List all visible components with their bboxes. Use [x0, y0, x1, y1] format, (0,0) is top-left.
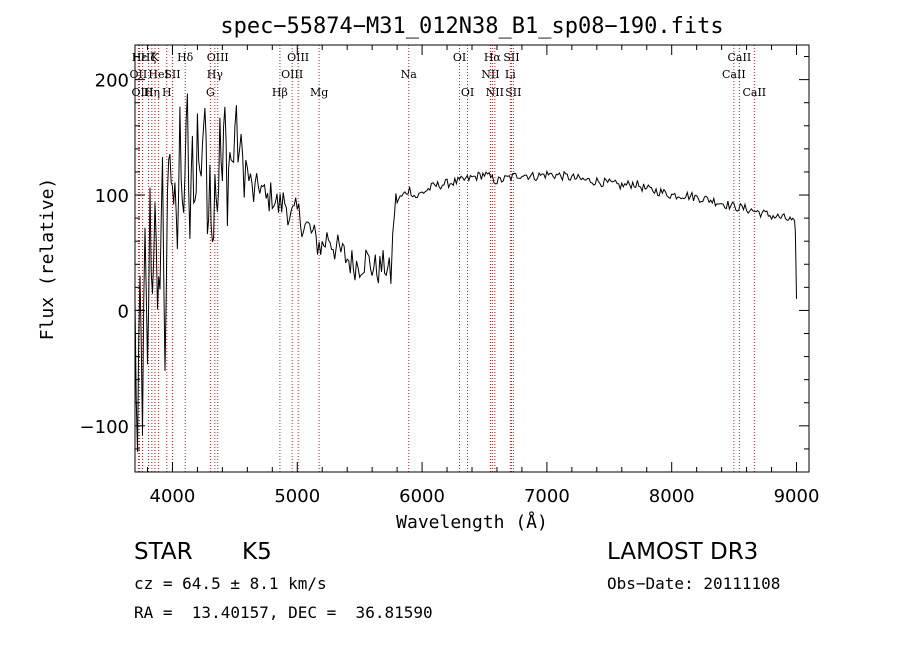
- spectral-line-label: HeI: [148, 68, 168, 81]
- spectral-line-label: OI: [453, 51, 466, 64]
- spectral-line-label: Hδ: [177, 51, 194, 64]
- y-axis-label: Flux (relative): [37, 178, 58, 341]
- spectral-line-label: CaII: [728, 51, 752, 64]
- spectral-line-label: OII: [130, 68, 148, 81]
- spectral-line-label: Hγ: [207, 68, 224, 81]
- spectral-line-label: SII: [505, 86, 521, 99]
- chart-title: spec−55874−M31_012N38_B1_sp08−190.fits: [220, 14, 723, 39]
- spectral-line-label: NII: [481, 68, 499, 81]
- spectral-line-label: H: [162, 86, 172, 99]
- spectral-line-label: NII: [486, 86, 504, 99]
- spectral-line-label: CaII: [722, 68, 746, 81]
- spectral-line-label: G: [206, 86, 215, 99]
- spectral-line-label: Hε: [132, 51, 148, 64]
- x-tick-label: 6000: [399, 486, 445, 507]
- spectral-line-label: SII: [503, 51, 519, 64]
- spectral-line-label: Hα: [484, 51, 502, 64]
- spectral-line-labels: Hε OII OIII Hζ Hη K HeI H SII Hδ OIII Hγ G Hβ OIII OIII…: [130, 51, 767, 99]
- spectral-line-label: Hη: [144, 86, 160, 99]
- y-tick-label: 0: [118, 301, 129, 322]
- y-tick-label: −100: [80, 417, 129, 438]
- spectral-line-label: OIII: [287, 51, 309, 64]
- spectral-line-label: K: [151, 51, 160, 64]
- spectral-line-label: OIII: [131, 86, 153, 99]
- spectral-line-label: OIII: [207, 51, 229, 64]
- x-tick-label: 8000: [649, 486, 695, 507]
- spectral-line-label: Hβ: [272, 86, 288, 99]
- survey-name: LAMOST DR3: [607, 539, 759, 565]
- spectral-line-label: SII: [164, 68, 180, 81]
- axis-ticks: [135, 45, 809, 472]
- spectral-line-label: Li: [505, 68, 516, 81]
- x-tick-label: 7000: [524, 486, 570, 507]
- spectral-line-label: Hζ: [141, 51, 157, 64]
- spectral-line-label: Na: [401, 68, 418, 81]
- x-axis-label: Wavelength (Å): [396, 511, 548, 533]
- spectral-line-label: OIII: [281, 68, 303, 81]
- y-tick-labels: −100 0 100 200: [80, 71, 129, 438]
- x-tick-label: 4000: [150, 486, 196, 507]
- coordinates: RA = 13.40157, DEC = 36.81590: [134, 603, 433, 622]
- observation-date: Obs−Date: 20111108: [607, 574, 781, 593]
- y-tick-label: 100: [95, 186, 129, 207]
- spectral-line-markers: [137, 45, 755, 472]
- x-tick-label: 5000: [274, 486, 320, 507]
- object-subclass: K5: [242, 539, 272, 565]
- x-tick-label: 9000: [774, 486, 820, 507]
- y-tick-label: 200: [95, 71, 129, 92]
- x-tick-labels: 4000 5000 6000 7000 8000 9000: [150, 486, 820, 507]
- spectral-line-label: Mg: [310, 86, 328, 99]
- spectral-line-label: OI: [461, 86, 474, 99]
- flux-series-line: [134, 93, 797, 452]
- spectral-line-label: CaII: [742, 86, 766, 99]
- object-class: STAR: [134, 539, 193, 565]
- redshift-cz: cz = 64.5 ± 8.1 km/s: [134, 574, 327, 593]
